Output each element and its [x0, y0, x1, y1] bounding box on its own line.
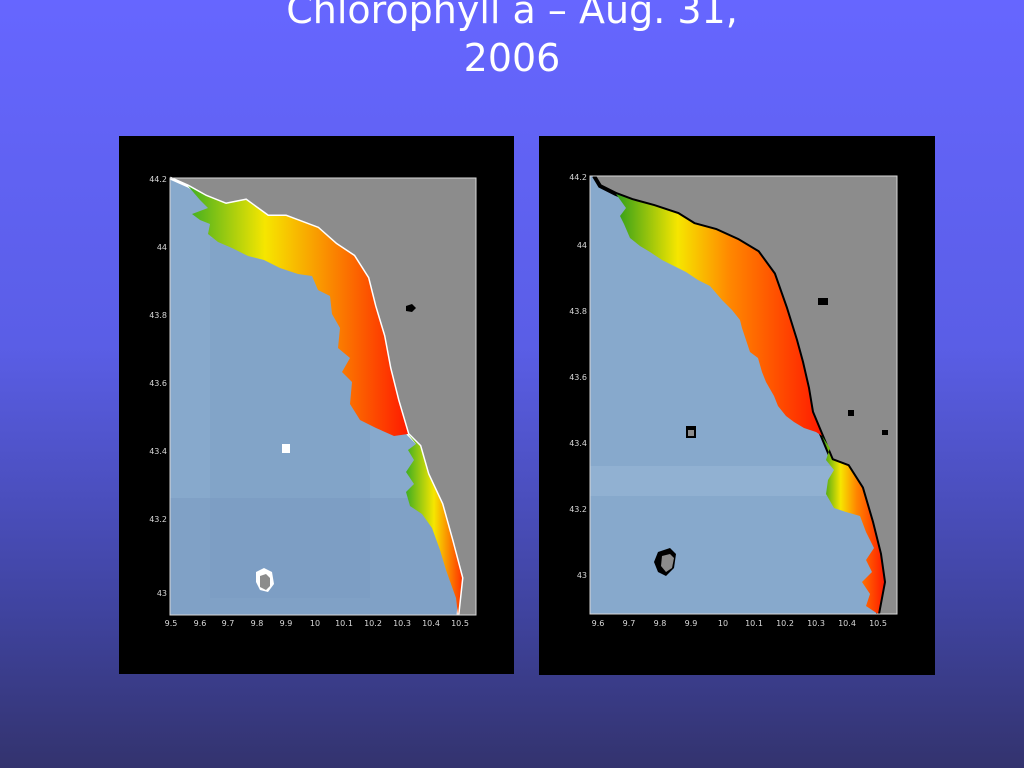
right-lat-axis: 44.2 44 43.8 43.6 43.4 43.2 43	[569, 173, 587, 580]
lat-tick-label: 44	[157, 243, 167, 252]
left-island-north	[282, 444, 290, 453]
slide-title: Chlorophyll a – Aug. 31, 2006	[286, 0, 738, 80]
lon-tick-label: 9.9	[280, 619, 293, 628]
lon-tick-label: 10.5	[869, 619, 887, 628]
right-lon-axis: 9.6 9.7 9.8 9.9 10 10.1 10.2 10.3 10.4 1…	[592, 619, 887, 628]
lon-tick-label: 10	[310, 619, 320, 628]
lon-tick-label: 9.7	[222, 619, 235, 628]
lat-tick-label: 44.2	[569, 173, 587, 182]
lat-tick-label: 43.6	[149, 379, 167, 388]
lat-tick-label: 44	[577, 241, 587, 250]
lat-tick-label: 43	[577, 571, 587, 580]
lon-tick-label: 10.5	[451, 619, 469, 628]
lat-tick-label: 44.2	[149, 175, 167, 184]
left-land	[170, 178, 476, 615]
right-land	[590, 176, 897, 614]
lon-tick-label: 10.4	[422, 619, 440, 628]
left-chlorophyll-band-south	[406, 434, 462, 615]
right-map-panel: 44.2 44 43.8 43.6 43.4 43.2 43 9.6 9.7 9…	[539, 136, 935, 675]
lon-tick-label: 9.8	[251, 619, 264, 628]
lat-tick-label: 43.8	[149, 311, 167, 320]
lon-tick-label: 9.6	[194, 619, 207, 628]
lon-tick-label: 10.4	[838, 619, 856, 628]
left-chlorophyll-map: 44.2 44 43.8 43.6 43.4 43.2 43 9.5 9.6 9…	[149, 175, 477, 628]
left-map-panel: 44.2 44 43.8 43.6 43.4 43.2 43 9.5 9.6 9…	[119, 136, 514, 674]
lon-tick-label: 10.2	[776, 619, 794, 628]
lon-tick-label: 10.3	[807, 619, 825, 628]
right-chlorophyll-band-south	[822, 436, 884, 614]
lat-tick-label: 43	[157, 589, 167, 598]
lat-tick-label: 43.6	[569, 373, 587, 382]
lat-tick-label: 43.8	[569, 307, 587, 316]
lon-tick-label: 9.7	[623, 619, 636, 628]
lon-tick-label: 10.3	[393, 619, 411, 628]
lon-tick-label: 9.6	[592, 619, 605, 628]
lon-tick-label: 10.1	[745, 619, 763, 628]
right-chlorophyll-band	[616, 194, 822, 436]
lon-tick-label: 10.1	[335, 619, 353, 628]
right-chlorophyll-map: 44.2 44 43.8 43.6 43.4 43.2 43 9.6 9.7 9…	[569, 173, 898, 628]
lat-tick-label: 43.2	[569, 505, 587, 514]
lon-tick-label: 9.5	[165, 619, 178, 628]
lon-tick-label: 9.8	[654, 619, 667, 628]
left-lon-axis: 9.5 9.6 9.7 9.8 9.9 10 10.1 10.2 10.3 10…	[165, 619, 469, 628]
lon-tick-label: 9.9	[685, 619, 698, 628]
lat-tick-label: 43.2	[149, 515, 167, 524]
lon-tick-label: 10.2	[364, 619, 382, 628]
left-lat-axis: 44.2 44 43.8 43.6 43.4 43.2 43	[149, 175, 167, 598]
lat-tick-label: 43.4	[569, 439, 587, 448]
lon-tick-label: 10	[718, 619, 728, 628]
lat-tick-label: 43.4	[149, 447, 167, 456]
left-chlorophyll-band-north	[188, 186, 408, 436]
